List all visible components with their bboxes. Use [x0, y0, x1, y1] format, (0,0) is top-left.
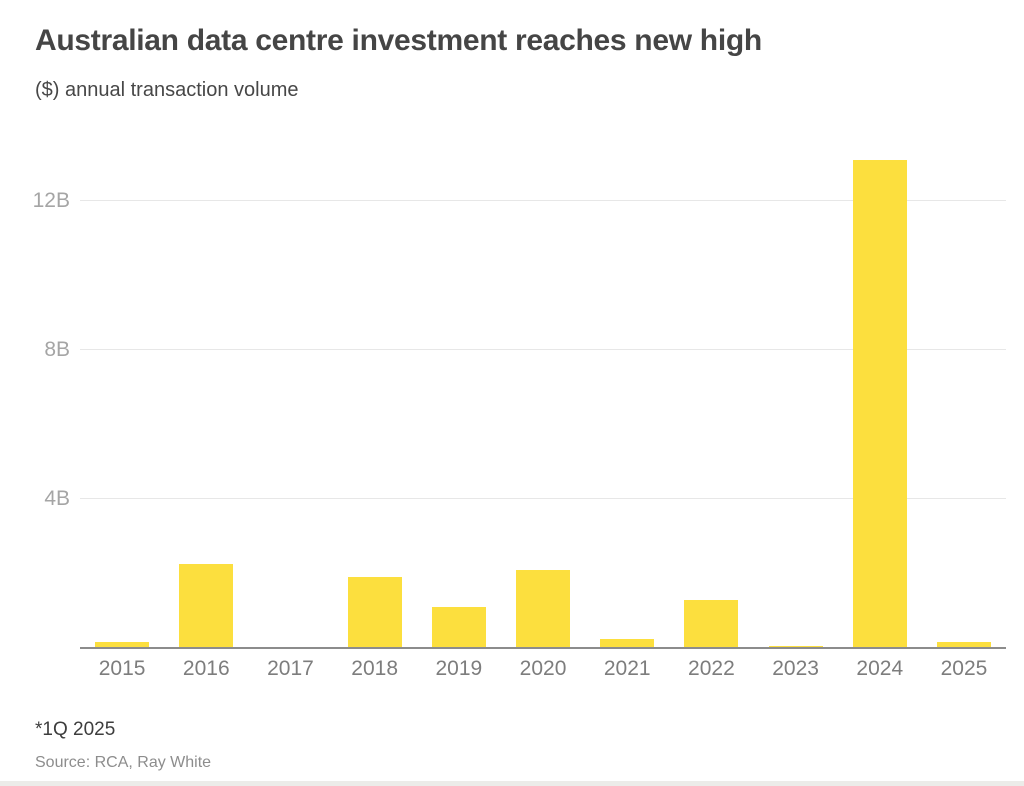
ytick-label-4B: 4B — [44, 486, 70, 510]
xtick-label-2016: 2016 — [182, 657, 230, 680]
bar-slot-2019 — [417, 140, 501, 648]
bar-slot-2020 — [501, 140, 585, 648]
bottom-edge-strip — [0, 781, 1024, 786]
bar-slot-2022 — [669, 140, 753, 648]
xtick-label-2023: 2023 — [772, 657, 819, 680]
bar-slot-2025 — [922, 140, 1006, 648]
x-axis-line — [80, 647, 1006, 649]
bar-chart-plot-area: 4B 8B 12B — [33, 140, 1006, 649]
bar-slot-2021 — [585, 140, 669, 648]
xtick-label-2017: 2017 — [267, 657, 314, 680]
bar-2016 — [179, 564, 234, 648]
bar-2021 — [600, 638, 655, 648]
bar-2015 — [95, 642, 150, 648]
xtick-label-2015: 2015 — [98, 657, 146, 680]
xtick-label-2019: 2019 — [435, 657, 483, 680]
xtick-label-2025: 2025 — [940, 657, 988, 680]
gridline-12B: 12B — [33, 189, 1006, 212]
bar-slot-2017 — [248, 140, 332, 648]
bar-2025 — [936, 642, 991, 648]
chart-source: Source: RCA, Ray White — [35, 754, 212, 771]
x-axis-labels: 2015 2016 2017 2018 2019 2020 2021 2022 2023 2024… — [80, 657, 1006, 681]
bar-slot-2023 — [754, 140, 838, 648]
bar-slot-2024 — [838, 140, 922, 648]
gridline-4B: 4B — [44, 487, 1006, 510]
xtick-label-2022: 2022 — [688, 657, 735, 680]
gridline-8B: 8B — [44, 338, 1006, 361]
bars-container — [80, 140, 1006, 648]
xtick-label-2020: 2020 — [519, 657, 567, 680]
bar-2018 — [347, 577, 402, 648]
bar-slot-2016 — [164, 140, 248, 648]
bar-slot-2018 — [333, 140, 417, 648]
xtick-label-2018: 2018 — [351, 657, 399, 680]
bar-2019 — [431, 607, 486, 648]
xtick-label-2021: 2021 — [603, 657, 651, 680]
ytick-label-8B: 8B — [44, 337, 70, 361]
chart-footnote: *1Q 2025 — [35, 719, 116, 740]
bar-slot-2015 — [80, 140, 164, 648]
chart-subtitle: ($) annual transaction volume — [35, 79, 299, 101]
page-title: Australian data centre investment reache… — [35, 24, 762, 57]
xtick-label-2024: 2024 — [856, 657, 904, 680]
bar-2020 — [516, 569, 571, 648]
bar-2022 — [684, 599, 739, 648]
bar-2024 — [852, 160, 907, 648]
ytick-label-12B: 12B — [32, 188, 70, 212]
